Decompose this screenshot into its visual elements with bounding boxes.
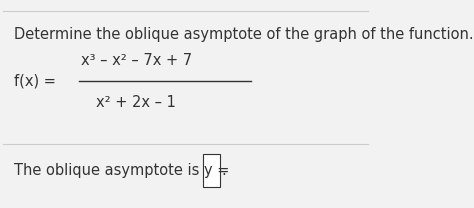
Text: x³ – x² – 7x + 7: x³ – x² – 7x + 7 — [81, 53, 192, 68]
Text: The oblique asymptote is y =: The oblique asymptote is y = — [14, 163, 229, 178]
FancyBboxPatch shape — [203, 154, 220, 187]
Text: f(x) =: f(x) = — [14, 73, 55, 88]
Text: Determine the oblique asymptote of the graph of the function.: Determine the oblique asymptote of the g… — [14, 27, 474, 42]
Text: .: . — [222, 163, 227, 178]
Text: x² + 2x – 1: x² + 2x – 1 — [96, 95, 176, 110]
